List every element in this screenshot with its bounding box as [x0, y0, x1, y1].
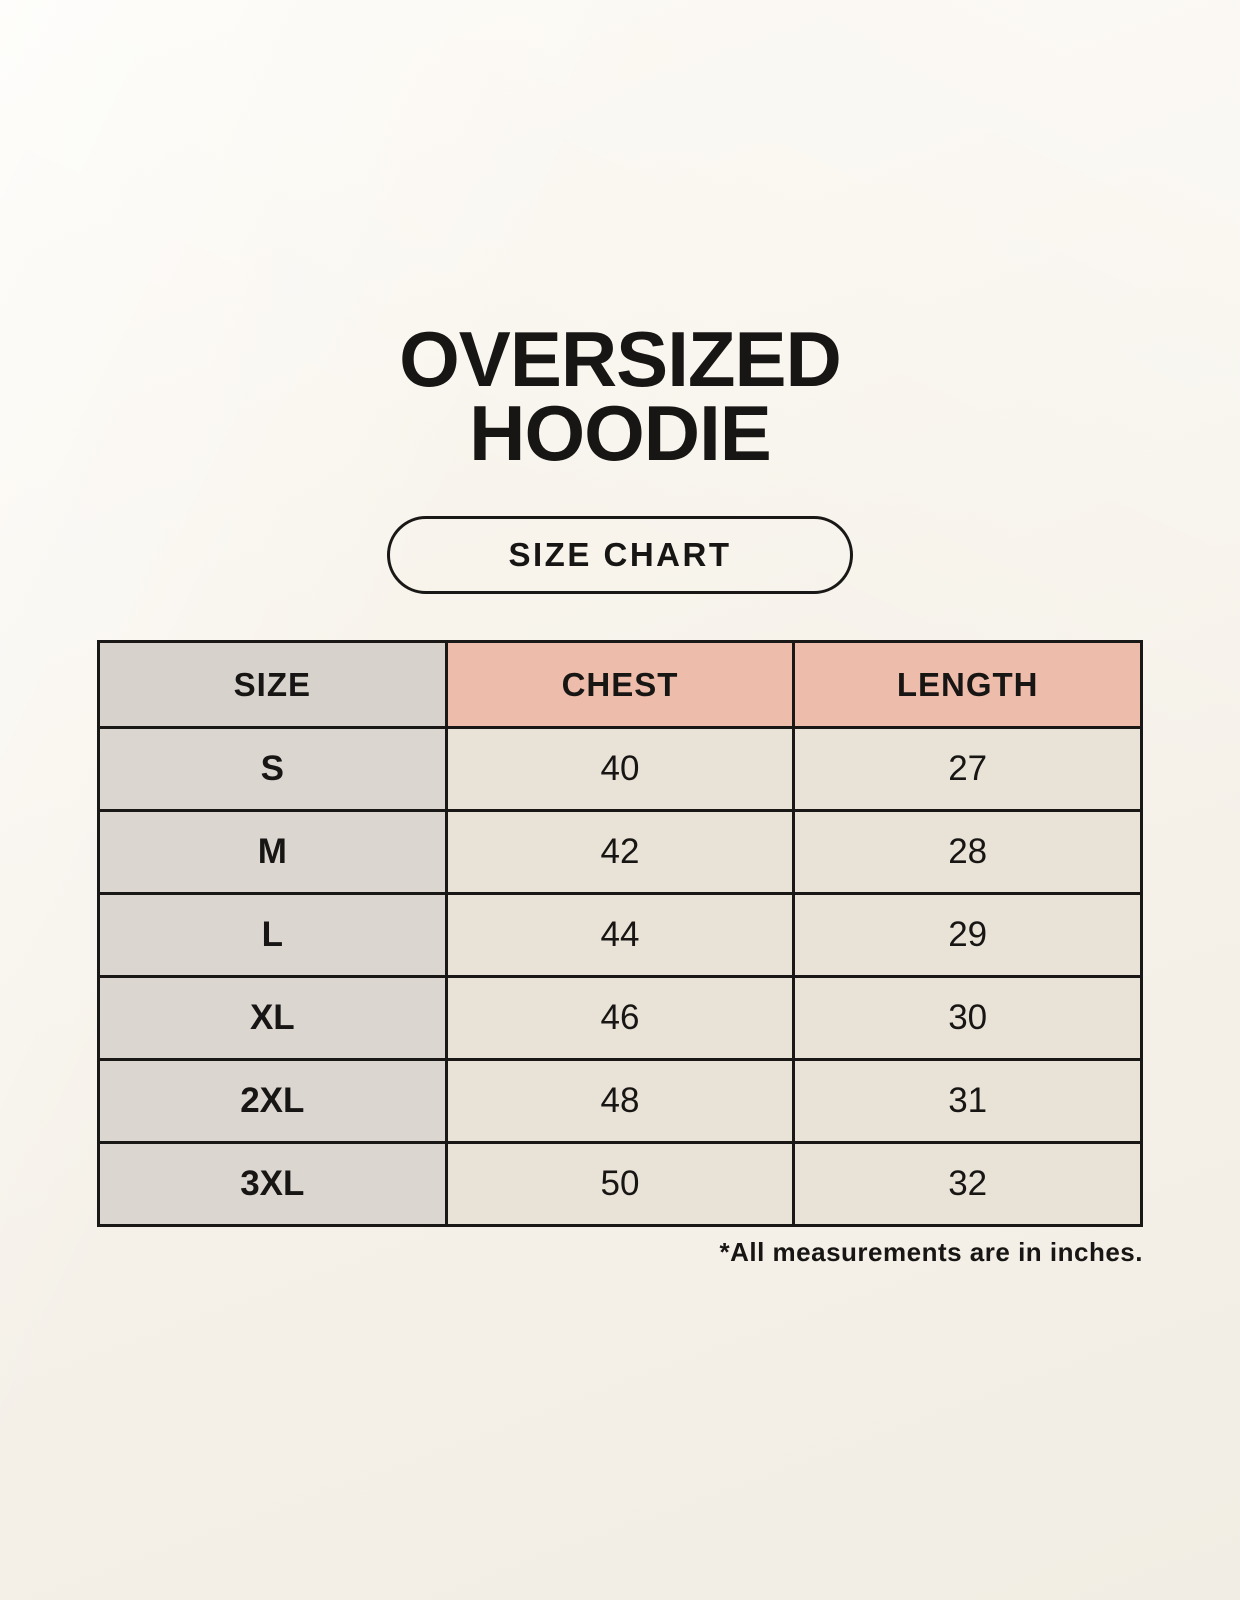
chest-cell: 48 [444, 1058, 796, 1145]
table-row-2xl: 2XL 48 31 [97, 1058, 1143, 1145]
page-title-line-1: OVERSIZED [399, 315, 842, 403]
size-cell: L [97, 892, 448, 979]
length-cell: 29 [792, 892, 1143, 979]
page-title-line-2: HOODIE [469, 389, 772, 478]
table-row-xl: XL 46 30 [97, 975, 1143, 1062]
length-cell: 27 [792, 726, 1143, 813]
size-cell: S [97, 726, 448, 813]
length-cell: 30 [792, 975, 1143, 1062]
length-cell: 31 [792, 1058, 1143, 1145]
size-chart-badge: SIZE CHART [387, 516, 853, 595]
size-table: SIZE CHEST LENGTH S 40 27 M 42 28 L [97, 640, 1143, 1228]
chest-cell: 44 [444, 892, 796, 979]
size-cell: 2XL [97, 1058, 448, 1145]
measurements-footnote: *All measurements are in inches. [719, 1237, 1143, 1268]
column-header-chest: CHEST [444, 640, 796, 730]
size-cell: XL [97, 975, 448, 1062]
table-row-l: L 44 29 [97, 892, 1143, 979]
table-row-m: M 42 28 [97, 809, 1143, 896]
chest-cell: 50 [444, 1141, 796, 1228]
size-cell: 3XL [97, 1141, 448, 1228]
table-header-row: SIZE CHEST LENGTH [97, 640, 1143, 730]
chest-cell: 42 [444, 809, 796, 896]
column-header-size: SIZE [97, 640, 448, 730]
size-table-section: SIZE CHEST LENGTH S 40 27 M 42 28 L [97, 640, 1143, 1268]
table-row-s: S 40 27 [97, 726, 1143, 813]
chest-cell: 46 [444, 975, 796, 1062]
size-cell: M [97, 809, 448, 896]
length-cell: 32 [792, 1141, 1143, 1228]
length-cell: 28 [792, 809, 1143, 896]
chest-cell: 40 [444, 726, 796, 813]
page-title: OVERSIZED HOODIE [0, 315, 1240, 478]
table-row-3xl: 3XL 50 32 [97, 1141, 1143, 1228]
size-chart-badge-label: SIZE CHART [508, 536, 732, 574]
column-header-length: LENGTH [792, 640, 1143, 730]
